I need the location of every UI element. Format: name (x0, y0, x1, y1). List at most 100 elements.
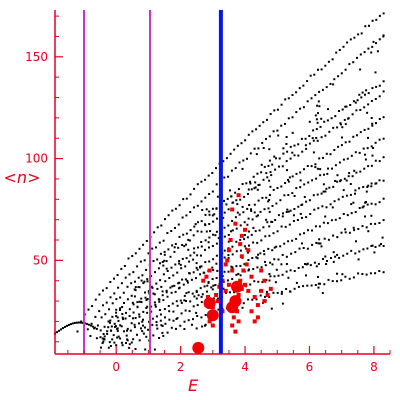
data-point (230, 230, 232, 233)
data-point (262, 226, 265, 229)
data-point (166, 232, 169, 234)
data-point (287, 194, 290, 196)
data-point (308, 142, 311, 145)
data-point (109, 319, 112, 322)
data-point (267, 165, 270, 167)
data-point (181, 278, 184, 281)
data-point (279, 245, 282, 248)
data-point (170, 326, 173, 329)
data-point (333, 149, 336, 151)
data-point (212, 297, 215, 300)
data-point (370, 164, 373, 167)
data-point (367, 136, 369, 139)
data-point (378, 14, 381, 17)
data-point (293, 195, 296, 197)
highlight-cluster (226, 301, 239, 314)
data-point (164, 218, 166, 221)
data-point (171, 244, 174, 247)
data-point (340, 72, 343, 75)
y-tick-label: 50 (33, 253, 48, 267)
data-point (247, 230, 250, 233)
data-point (378, 138, 381, 141)
data-point (184, 265, 187, 268)
data-point (159, 252, 162, 255)
data-point (321, 88, 324, 91)
highlight-point (243, 282, 247, 287)
data-point (200, 200, 203, 203)
data-point (71, 322, 74, 325)
data-point (138, 315, 141, 318)
data-point (158, 337, 161, 339)
data-point (327, 167, 329, 170)
data-point (265, 218, 268, 221)
data-point (223, 270, 226, 273)
data-point (269, 113, 272, 115)
data-point (111, 315, 114, 318)
data-point (189, 193, 192, 196)
data-point (196, 268, 199, 271)
data-point (347, 117, 350, 120)
data-point (174, 207, 177, 210)
data-point (143, 259, 146, 262)
data-point (368, 24, 370, 27)
data-point (142, 243, 145, 246)
data-point (215, 262, 218, 265)
data-point (352, 100, 355, 103)
data-point (326, 172, 329, 175)
data-point (204, 223, 206, 226)
data-point (197, 221, 199, 224)
highlight-point (265, 293, 270, 297)
data-point (316, 121, 319, 124)
data-point (99, 329, 102, 332)
data-point (259, 252, 262, 255)
data-point (179, 299, 182, 302)
data-point (138, 247, 141, 250)
data-point (268, 159, 271, 162)
data-point (256, 241, 259, 244)
data-point (235, 273, 238, 276)
data-point (206, 284, 209, 287)
data-point (278, 165, 280, 168)
data-point (163, 259, 166, 262)
data-point (146, 311, 149, 314)
data-point (325, 152, 328, 155)
data-point (315, 128, 318, 131)
labels-layer: E <n> (4, 168, 199, 395)
data-point (138, 322, 140, 325)
data-point (336, 280, 338, 283)
data-point (359, 170, 362, 173)
data-point (177, 287, 180, 290)
data-point (275, 157, 277, 160)
data-point (73, 321, 76, 324)
data-point (227, 175, 230, 178)
data-point (254, 230, 257, 233)
data-point (157, 267, 160, 270)
data-point (193, 187, 196, 190)
data-point (296, 219, 299, 221)
data-point (319, 125, 322, 128)
highlight-point (238, 242, 243, 247)
data-point (361, 206, 364, 209)
data-point (345, 194, 348, 197)
data-point (229, 189, 231, 192)
data-point (200, 180, 203, 183)
highlight-point (252, 319, 257, 324)
data-point (121, 306, 124, 308)
data-point (136, 306, 139, 309)
data-point (173, 284, 176, 287)
data-point (371, 122, 374, 125)
data-point (359, 109, 362, 111)
data-point (293, 270, 296, 272)
data-point (338, 49, 341, 51)
data-point (236, 203, 239, 206)
data-point (255, 298, 258, 301)
data-point (236, 144, 239, 147)
data-point (242, 302, 245, 305)
data-point (223, 235, 226, 238)
data-point (130, 282, 133, 285)
data-point (354, 101, 357, 104)
data-point (256, 257, 259, 260)
data-point (378, 179, 381, 182)
data-point (233, 148, 236, 151)
data-point (188, 272, 191, 275)
